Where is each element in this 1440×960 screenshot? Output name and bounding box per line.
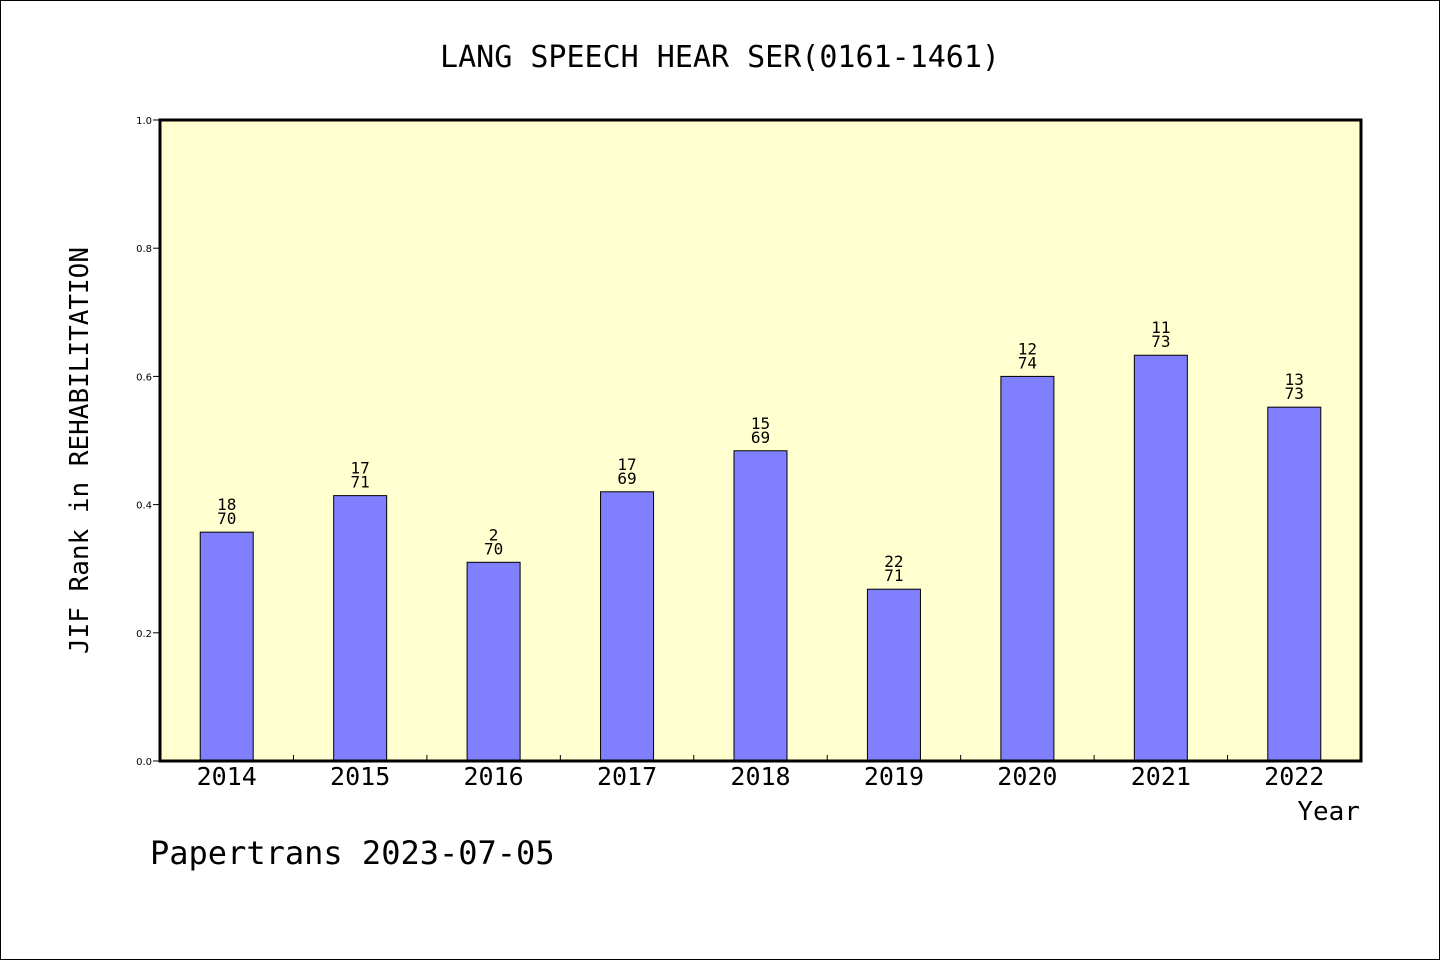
bar-rank-label: 17 [351,459,370,478]
bar-2021 [1133,354,1188,762]
bar-total-label: 69 [751,428,770,447]
bar-total-label: 70 [484,539,503,558]
bar-total-label: 73 [1285,384,1304,403]
y-tick-label: 0.2 [136,629,152,640]
bar-rank-label: 17 [617,455,636,474]
bar-rank-label: 13 [1285,370,1304,389]
y-tick-label: 0.0 [136,757,152,768]
y-tick-label: 0.4 [136,501,152,512]
bar-rank-label: 18 [217,495,236,514]
bar-2014 [199,531,254,762]
x-tick-label: 2016 [464,762,524,791]
x-tick-label: 2014 [197,762,257,791]
y-tick-label: 0.8 [136,244,152,255]
bar-rank-label: 2 [489,525,499,544]
x-axis-label: Year [1297,797,1360,827]
x-tick-label: 2022 [1264,762,1324,791]
bar-total-label: 71 [351,473,370,492]
x-tick-label: 2017 [597,762,657,791]
x-tick-label: 2020 [997,762,1057,791]
plot-frame [158,118,1363,763]
bar-2015 [333,495,388,762]
bar-total-label: 73 [1151,332,1170,351]
y-axis-label: JIF Rank in REHABILITATION [65,247,95,654]
bar-total-label: 69 [617,469,636,488]
y-tick-label: 1.0 [136,116,152,127]
x-tick-label: 2021 [1131,762,1191,791]
bar-2022 [1267,406,1322,762]
bar-2017 [600,491,655,762]
bar-total-label: 74 [1018,353,1037,372]
bar-2020 [1000,375,1055,762]
bar-2016 [466,561,521,762]
bar-rank-label: 11 [1151,318,1170,337]
bar-rank-label: 12 [1018,339,1037,358]
bar-rank-label: 22 [884,552,903,571]
x-axis: 2014 2015 2016 2017 2018 2019 2020 2021 2022 [197,755,1324,791]
bars-group [199,354,1322,762]
bar-2018 [733,450,788,762]
x-tick-label: 2015 [330,762,390,791]
y-tick-label: 0.6 [136,372,152,383]
chart-title: LANG SPEECH HEAR SER(0161-1461) [440,40,1000,75]
footer-credit: Papertrans 2023-07-05 [150,834,555,872]
bar-total-label: 71 [884,566,903,585]
bar-total-label: 70 [217,509,236,528]
bar-2019 [866,588,921,762]
bar-rank-label: 15 [751,414,770,433]
x-tick-label: 2018 [730,762,790,791]
x-tick-label: 2019 [864,762,924,791]
